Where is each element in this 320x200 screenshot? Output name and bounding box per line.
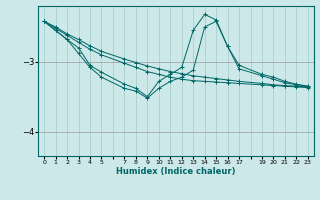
X-axis label: Humidex (Indice chaleur): Humidex (Indice chaleur) [116,167,236,176]
